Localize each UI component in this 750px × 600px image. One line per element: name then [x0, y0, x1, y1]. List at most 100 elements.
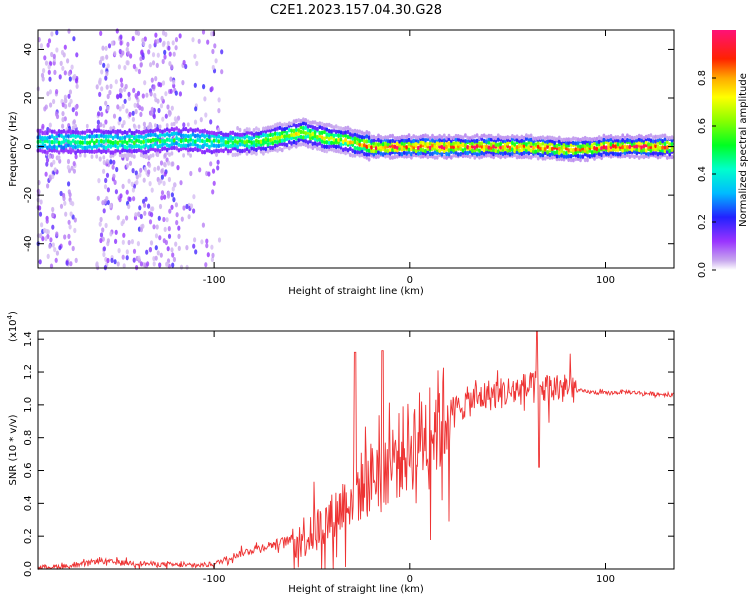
- spectrogram-ridge-cell: [294, 131, 298, 136]
- spectrogram-ridge-cell: [320, 147, 324, 153]
- spectrogram-ridge-cell: [55, 139, 59, 144]
- spectrogram-ridge-cell: [189, 134, 193, 139]
- spectrogram-ridge-cell: [482, 138, 486, 144]
- spectrogram-ridge-cell: [247, 135, 251, 141]
- spectrogram-ridge-cell: [165, 123, 169, 128]
- spectrogram-ridge-cell: [431, 151, 434, 156]
- spectrogram-y-tick-label: 40: [23, 43, 34, 56]
- spectrogram-ridge-cell: [402, 154, 406, 159]
- spectrogram-ridge-cell: [499, 135, 502, 140]
- spectrogram-ridge-cell: [76, 148, 80, 154]
- spectrogram-noise-cell: [172, 79, 176, 85]
- spectrogram-ridge-cell: [243, 148, 247, 153]
- spectrogram-ridge-cell: [492, 144, 495, 149]
- spectrogram-ridge-cell: [273, 143, 277, 149]
- spectrogram-ridge-cell: [647, 134, 650, 139]
- spectrogram-noise-cell: [75, 52, 79, 58]
- spectrogram-ridge-cell: [452, 153, 456, 158]
- spectrogram-ridge-cell: [346, 148, 350, 153]
- spectrogram-ridge-cell: [600, 152, 603, 157]
- spectrogram-ridge-cell: [511, 147, 514, 152]
- spectrogram-ridge-cell: [635, 150, 639, 156]
- spectrogram-noise-cell: [157, 81, 161, 87]
- spectrogram-ridge-cell: [353, 149, 357, 155]
- spectrogram-noise-cell: [105, 84, 109, 90]
- spectrogram-ridge-cell: [548, 142, 552, 147]
- spectrogram-ridge-cell: [395, 136, 399, 141]
- spectrogram-ridge-cell: [269, 132, 272, 138]
- spectrogram-noise-cell: [134, 212, 138, 218]
- spectrogram-ridge-cell: [323, 123, 326, 128]
- spectrogram-noise-cell: [122, 232, 126, 238]
- spectrogram-ridge-cell: [201, 149, 204, 155]
- spectrogram-ridge-cell: [130, 139, 134, 144]
- spectrogram-ridge-cell: [81, 135, 84, 140]
- spectrogram-noise-cell: [118, 92, 122, 98]
- spectrogram-ridge-cell: [224, 143, 228, 148]
- spectrogram-ridge-cell: [330, 129, 333, 134]
- spectrogram-noise-cell: [101, 55, 105, 61]
- spectrogram-ridge-cell: [151, 132, 155, 137]
- spectrogram-ridge-cell: [85, 145, 89, 150]
- spectrogram-ridge-cell: [74, 130, 77, 135]
- spectrogram-ridge-cell: [337, 133, 340, 138]
- spectrogram-ridge-cell: [156, 152, 160, 158]
- spectrogram-noise-cell: [70, 64, 74, 70]
- spectrogram-ridge-cell: [191, 147, 195, 153]
- spectrogram-ridge-cell: [548, 152, 552, 158]
- spectrogram-ridge-cell: [217, 143, 221, 149]
- spectrogram-ridge-cell: [208, 148, 211, 153]
- spectrogram-ridge-cell: [363, 143, 366, 148]
- spectrogram-noise-cell: [210, 86, 214, 92]
- spectrogram-ridge-cell: [182, 133, 186, 138]
- spectrogram-ridge-cell: [278, 131, 282, 137]
- spectrogram-noise-cell: [170, 105, 174, 111]
- spectrogram-noise-cell: [139, 261, 143, 267]
- spectrogram-ridge-cell: [302, 135, 305, 140]
- spectrogram-ridge-cell: [118, 143, 122, 148]
- spectrogram-ridge-cell: [348, 152, 352, 158]
- spectrogram-noise-cell: [63, 44, 67, 50]
- spectrogram-ridge-cell: [168, 133, 171, 138]
- spectrogram-ridge-cell: [534, 142, 538, 147]
- spectrogram-ridge-cell: [285, 136, 289, 142]
- spectrogram-noise-cell: [110, 40, 114, 46]
- spectrogram-ridge-cell: [388, 155, 392, 160]
- spectrogram-ridge-cell: [215, 143, 218, 149]
- spectrogram-ridge-cell: [170, 126, 174, 132]
- spectrogram-noise-cell: [131, 35, 135, 42]
- spectrogram-noise-cell: [139, 111, 143, 117]
- spectrogram-ridge-cell: [128, 152, 132, 158]
- spectrogram-ridge-cell: [496, 149, 500, 154]
- spectrogram-ridge-cell: [170, 138, 174, 143]
- spectrogram-ridge-cell: [215, 131, 218, 137]
- spectrogram-noise-cell: [170, 192, 174, 198]
- spectrogram-noise-cell: [102, 168, 106, 174]
- spectrogram-ridge-cell: [407, 137, 411, 143]
- spectrogram-ridge-cell: [102, 155, 106, 160]
- spectrogram-ridge-cell: [614, 147, 618, 152]
- spectrogram-ridge-cell: [76, 140, 80, 145]
- spectrogram-ridge-cell: [71, 133, 75, 138]
- spectrogram-noise-cell: [49, 263, 54, 269]
- spectrogram-ridge-cell: [163, 139, 167, 144]
- spectrogram-ridge-cell: [299, 118, 303, 124]
- spectrogram-ridge-cell: [661, 139, 664, 144]
- spectrogram-ridge-cell: [579, 137, 582, 143]
- spectrogram-ridge-cell: [602, 153, 606, 158]
- spectrogram-noise-cell: [174, 241, 178, 247]
- spectrogram-ridge-cell: [149, 146, 153, 152]
- spectrogram-ridge-cell: [649, 138, 653, 143]
- spectrogram-ridge-cell: [370, 139, 373, 144]
- spectrogram-ridge-cell: [280, 138, 284, 143]
- spectrogram-ridge-cell: [665, 135, 669, 141]
- spectrogram-ridge-cell: [565, 140, 568, 145]
- spectrogram-noise-cell: [131, 116, 135, 122]
- spectrogram-noise-cell: [48, 243, 52, 249]
- spectrogram-ridge-cell: [654, 134, 657, 139]
- spectrogram-noise-cell: [147, 49, 151, 55]
- spectrogram-ridge-cell: [154, 141, 157, 147]
- spectrogram-ridge-cell: [536, 148, 540, 153]
- spectrogram-ridge-cell: [626, 138, 629, 143]
- spectrogram-ridge-cell: [586, 157, 589, 163]
